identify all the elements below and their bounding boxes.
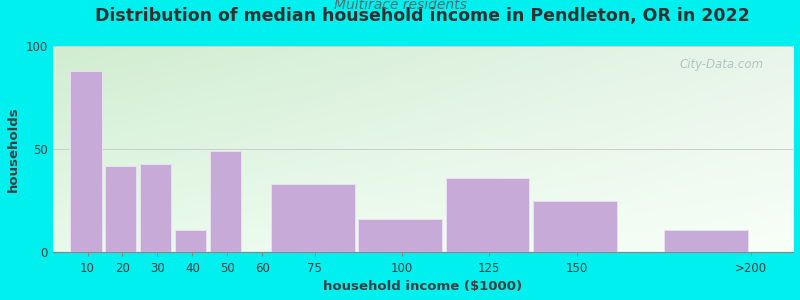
- Bar: [105, 166, 137, 253]
- Y-axis label: households: households: [7, 106, 20, 192]
- Bar: [664, 230, 748, 253]
- Bar: [70, 71, 102, 253]
- Bar: [358, 219, 442, 253]
- X-axis label: household income ($1000): household income ($1000): [323, 280, 522, 293]
- Bar: [210, 151, 242, 253]
- Bar: [446, 178, 530, 253]
- Bar: [175, 230, 206, 253]
- Bar: [533, 201, 617, 253]
- Bar: [271, 184, 354, 253]
- Bar: [140, 164, 171, 253]
- Text: City-Data.com: City-Data.com: [679, 58, 763, 71]
- Title: Distribution of median household income in Pendleton, OR in 2022: Distribution of median household income …: [95, 7, 750, 25]
- Text: Multirace residents: Multirace residents: [334, 0, 466, 12]
